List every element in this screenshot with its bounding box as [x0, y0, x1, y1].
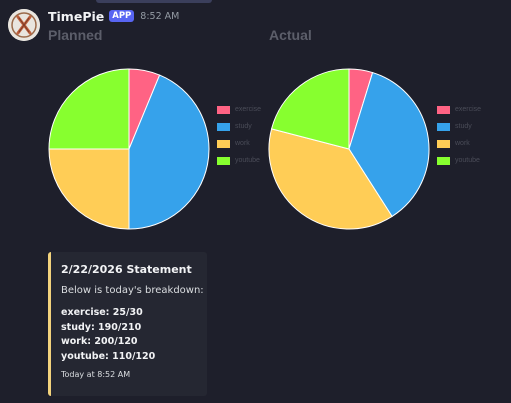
- pie-slice-youtube[interactable]: [48, 68, 130, 150]
- pie-slice-work[interactable]: [268, 128, 393, 230]
- embed-description: Below is today's breakdown:: [61, 285, 204, 296]
- message-timestamp[interactable]: 8:52 AM: [140, 10, 180, 22]
- legend-swatch: [437, 156, 450, 165]
- chart-title-actual: Actual: [269, 27, 312, 43]
- legend-item-exercise[interactable]: exercise: [437, 101, 481, 118]
- legend-actual: exercise study work youtube: [437, 101, 481, 169]
- legend-label: study: [235, 123, 252, 130]
- statement-embed: 2/22/2026 Statement Below is today's bre…: [48, 252, 207, 396]
- username[interactable]: TimePie: [48, 8, 105, 24]
- legend-item-study[interactable]: study: [217, 118, 261, 135]
- legend-swatch: [217, 156, 230, 165]
- pie-chart-planned[interactable]: [48, 68, 210, 230]
- legend-swatch: [437, 139, 450, 148]
- legend-item-exercise[interactable]: exercise: [217, 101, 261, 118]
- breakdown-line-work: work: 200/120: [61, 336, 138, 347]
- breakdown-line-youtube: youtube: 110/120: [61, 350, 156, 362]
- app-badge: APP: [109, 10, 135, 22]
- avatar[interactable]: [8, 9, 40, 41]
- legend-label: work: [235, 140, 250, 147]
- pie-slice-work[interactable]: [48, 148, 130, 230]
- legend-swatch: [437, 105, 450, 114]
- legend-item-study[interactable]: study: [437, 118, 481, 135]
- legend-swatch: [217, 122, 230, 131]
- embed-title: 2/22/2026 Statement: [61, 263, 192, 276]
- pie-slice-study[interactable]: [128, 74, 210, 230]
- previous-message-edge: [96, 0, 212, 3]
- embed-footer: Today at 8:52 AM: [61, 370, 131, 379]
- pie-slice-study[interactable]: [348, 71, 430, 218]
- timepie-logo-icon: [8, 9, 40, 41]
- pie-chart-actual[interactable]: [268, 68, 430, 230]
- legend-item-work[interactable]: work: [217, 135, 261, 152]
- legend-label: youtube: [235, 157, 260, 164]
- legend-item-youtube[interactable]: youtube: [437, 152, 481, 169]
- legend-item-work[interactable]: work: [437, 135, 481, 152]
- breakdown-line-study: study: 190/210: [61, 321, 142, 333]
- legend-label: work: [455, 140, 470, 147]
- legend-label: study: [455, 123, 472, 130]
- legend-swatch: [437, 122, 450, 131]
- breakdown-line-exercise: exercise: 25/30: [61, 307, 143, 318]
- legend-swatch: [217, 139, 230, 148]
- legend-item-youtube[interactable]: youtube: [217, 152, 261, 169]
- legend-label: exercise: [455, 106, 482, 113]
- legend-label: youtube: [455, 157, 480, 164]
- legend-planned: exercise study work youtube: [217, 101, 261, 169]
- pie-slice-youtube[interactable]: [270, 68, 350, 150]
- embed-breakdown: exercise: 25/30 study: 190/210 work: 200…: [61, 306, 155, 364]
- legend-swatch: [217, 105, 230, 114]
- legend-label: exercise: [235, 106, 262, 113]
- message-header: TimePie APP 8:52 AM: [48, 8, 179, 24]
- chart-title-planned: Planned: [48, 27, 103, 43]
